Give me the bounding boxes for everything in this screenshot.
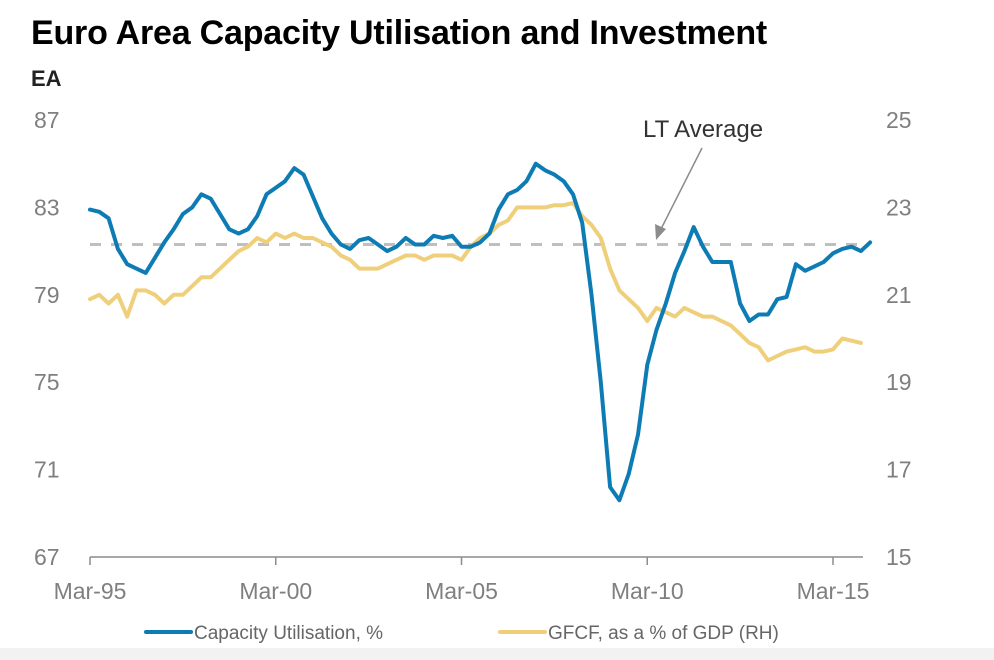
right-tick-label: 15 <box>886 544 912 570</box>
right-axis-ticks: 25 23 21 19 17 15 <box>886 107 912 570</box>
x-tick-label: Mar-95 <box>54 578 127 604</box>
legend-item-capacity: Capacity Utilisation, % <box>144 623 383 644</box>
left-tick-label: 79 <box>34 282 60 308</box>
left-tick-label: 83 <box>34 194 60 220</box>
right-tick-label: 23 <box>886 194 912 220</box>
right-tick-label: 21 <box>886 282 912 308</box>
lt-average-annotation: LT Average <box>643 116 763 240</box>
legend: Capacity Utilisation, % GFCF, as a % of … <box>144 623 779 644</box>
left-axis-ticks: 87 83 79 75 71 67 <box>34 107 60 570</box>
left-tick-label: 75 <box>34 369 60 395</box>
right-tick-label: 25 <box>886 107 912 133</box>
annotation-text: LT Average <box>643 116 763 143</box>
right-tick-label: 17 <box>886 457 912 483</box>
chart-subtitle: EA <box>31 66 62 91</box>
legend-label-capacity: Capacity Utilisation, % <box>194 623 383 644</box>
x-tick-label: Mar-15 <box>797 578 870 604</box>
footer-band <box>0 648 994 660</box>
left-tick-label: 87 <box>34 107 60 133</box>
chart-title: Euro Area Capacity Utilisation and Inves… <box>31 14 768 52</box>
x-tick-label: Mar-00 <box>239 578 312 604</box>
annotation-arrow-shaft <box>659 147 703 232</box>
x-tick-label: Mar-05 <box>425 578 498 604</box>
capacity-utilisation-line <box>88 161 873 503</box>
x-axis-ticks: Mar-95 Mar-00 Mar-05 Mar-10 Mar-15 <box>54 557 870 604</box>
gfcf-line <box>88 201 863 363</box>
left-tick-label: 71 <box>34 457 60 483</box>
right-tick-label: 19 <box>886 369 912 395</box>
legend-item-gfcf: GFCF, as a % of GDP (RH) <box>498 623 779 644</box>
left-tick-label: 67 <box>34 544 60 570</box>
legend-label-gfcf: GFCF, as a % of GDP (RH) <box>548 623 779 644</box>
arrow-head-icon <box>655 224 666 240</box>
x-tick-label: Mar-10 <box>611 578 684 604</box>
